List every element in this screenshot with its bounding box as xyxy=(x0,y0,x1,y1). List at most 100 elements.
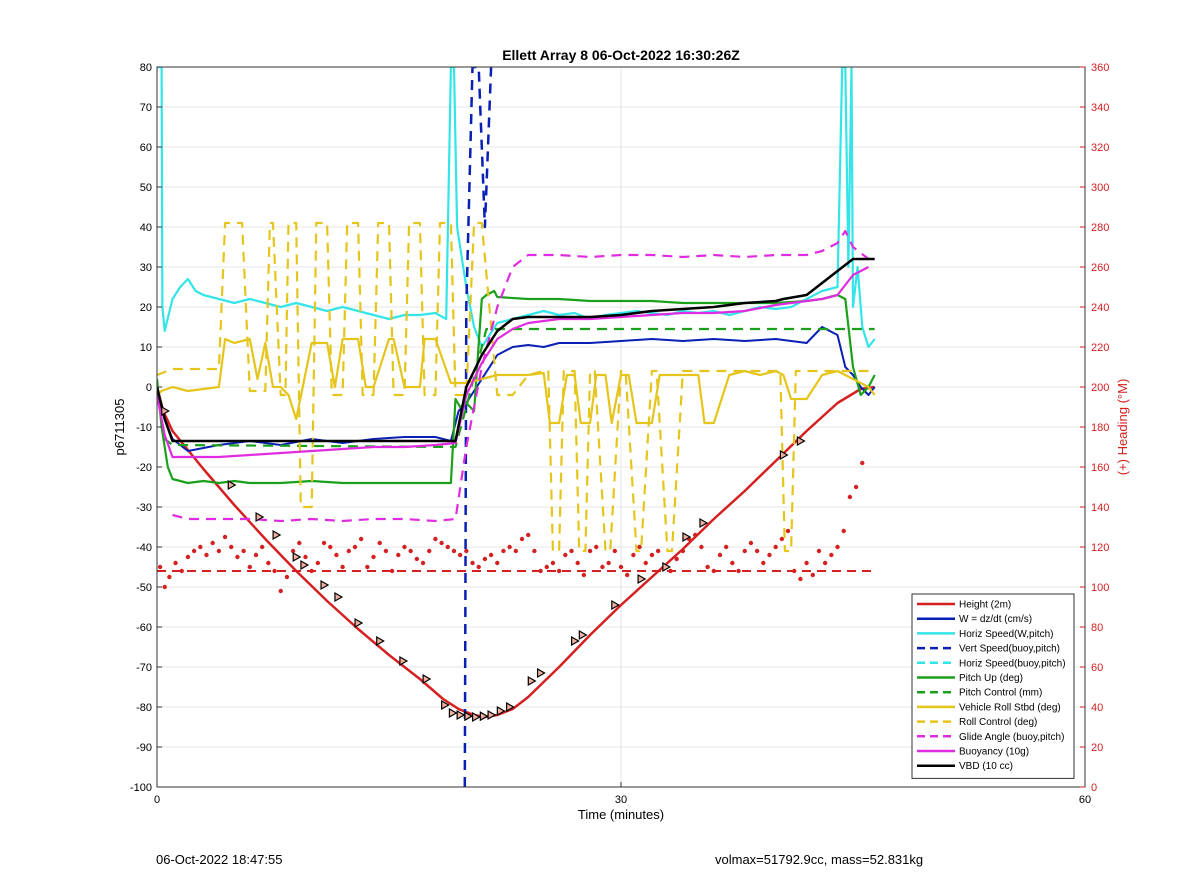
y-tick-label: -100 xyxy=(130,782,152,794)
heading-point xyxy=(389,568,395,574)
heading-point xyxy=(198,544,203,550)
heading-point xyxy=(631,552,636,558)
heading-point xyxy=(162,584,167,590)
heading-point xyxy=(606,560,611,566)
heading-point xyxy=(655,548,661,554)
heading-point xyxy=(383,548,389,554)
heading-point xyxy=(328,544,333,550)
series-horiz-speed-w-pitch xyxy=(157,67,876,349)
x-tick-label: 60 xyxy=(1079,794,1091,806)
heading-point xyxy=(216,548,222,554)
heading-point xyxy=(229,544,234,550)
heading-point xyxy=(532,548,537,554)
series-glide-angle-buoy-pitch xyxy=(172,229,870,523)
heading-point xyxy=(717,552,723,558)
heading-point xyxy=(235,554,240,560)
y2-tick-label: 220 xyxy=(1091,342,1109,354)
heading-point xyxy=(810,572,815,578)
y2-tick-label: 300 xyxy=(1091,182,1109,194)
height-marker xyxy=(441,699,450,711)
heading-point xyxy=(526,532,531,538)
heading-point xyxy=(445,544,450,550)
heading-point xyxy=(315,560,321,566)
height-marker xyxy=(255,511,265,523)
legend-label: Pitch Up (deg) xyxy=(959,673,1023,684)
heading-point xyxy=(785,528,791,534)
legend-label: Vehicle Roll Stbd (deg) xyxy=(959,702,1061,713)
heading-point xyxy=(624,572,630,578)
legend: Height (2m) W = dz/dt (cm/s) Horiz Speed(W… xyxy=(911,593,1075,779)
heading-point xyxy=(594,544,599,550)
heading-point xyxy=(303,554,308,560)
height-marker xyxy=(161,405,170,417)
height-marker xyxy=(354,617,364,629)
heading-point xyxy=(723,544,729,550)
heading-point xyxy=(507,544,512,550)
height-marker xyxy=(472,711,481,723)
heading-point xyxy=(761,560,766,566)
heading-point xyxy=(309,568,314,574)
y2-tick-label: 120 xyxy=(1091,542,1109,554)
heading-point xyxy=(470,560,475,566)
heading-point xyxy=(346,548,351,554)
heading-point xyxy=(736,568,741,574)
height-marker xyxy=(292,551,302,563)
height-marker xyxy=(779,449,789,461)
heading-point xyxy=(222,534,228,540)
y-tick-label: 40 xyxy=(140,222,152,234)
heading-point xyxy=(754,548,760,554)
height-marker xyxy=(320,579,330,591)
height-marker xyxy=(796,435,806,447)
heading-point xyxy=(241,548,246,554)
series-roll-control-deg xyxy=(157,221,875,553)
heading-point xyxy=(853,484,859,490)
y2-tick-label: 40 xyxy=(1091,702,1103,714)
heading-point xyxy=(278,588,283,594)
y2-axis-label: (+) Heading (°M) xyxy=(1115,379,1130,476)
footer-volmax-mass: volmax=51792.9cc, mass=52.831kg xyxy=(715,852,924,867)
y-tick-label: 80 xyxy=(140,62,152,74)
heading-point xyxy=(377,540,382,546)
heading-point xyxy=(414,556,420,562)
height-marker xyxy=(272,529,282,541)
heading-point xyxy=(816,548,822,554)
heading-point xyxy=(408,548,413,554)
chart-title: Ellett Array 8 06-Oct-2022 16:30:26Z xyxy=(502,47,740,63)
heading-point xyxy=(767,552,772,558)
legend-label: Glide Angle (buoy,pitch) xyxy=(959,732,1064,743)
legend-label: VBD (10 cc) xyxy=(959,761,1013,772)
y-tick-label: -30 xyxy=(136,502,152,514)
heading-point xyxy=(173,560,178,566)
heading-point xyxy=(748,540,754,546)
y-tick-label: 20 xyxy=(140,302,152,314)
heading-point xyxy=(822,560,828,566)
heading-point xyxy=(488,552,494,558)
heading-point xyxy=(587,548,593,554)
heading-point xyxy=(643,560,648,566)
x-tick-label: 0 xyxy=(154,794,160,806)
heading-point xyxy=(637,544,642,550)
heading-point xyxy=(259,544,265,550)
heading-point xyxy=(167,574,172,580)
heading-point xyxy=(742,548,747,554)
y-tick-label: -70 xyxy=(136,662,152,674)
heading-point xyxy=(847,494,853,500)
heading-point xyxy=(457,552,463,558)
heading-point xyxy=(699,544,704,550)
y2-tick-label: 340 xyxy=(1091,102,1109,114)
y2-tick-label: 260 xyxy=(1091,262,1109,274)
y-tick-label: 30 xyxy=(140,262,152,274)
heading-point xyxy=(439,540,444,546)
heading-point xyxy=(266,560,271,566)
y2-tick-label: 240 xyxy=(1091,302,1109,314)
heading-point xyxy=(210,540,215,546)
heading-point xyxy=(835,544,840,550)
height-marker xyxy=(448,707,458,719)
y-tick-label: 70 xyxy=(140,102,152,114)
heading-point xyxy=(618,564,624,570)
height-marker xyxy=(487,709,497,721)
height-marker xyxy=(422,673,432,685)
height-marker xyxy=(536,667,546,679)
heading-point xyxy=(860,460,865,466)
